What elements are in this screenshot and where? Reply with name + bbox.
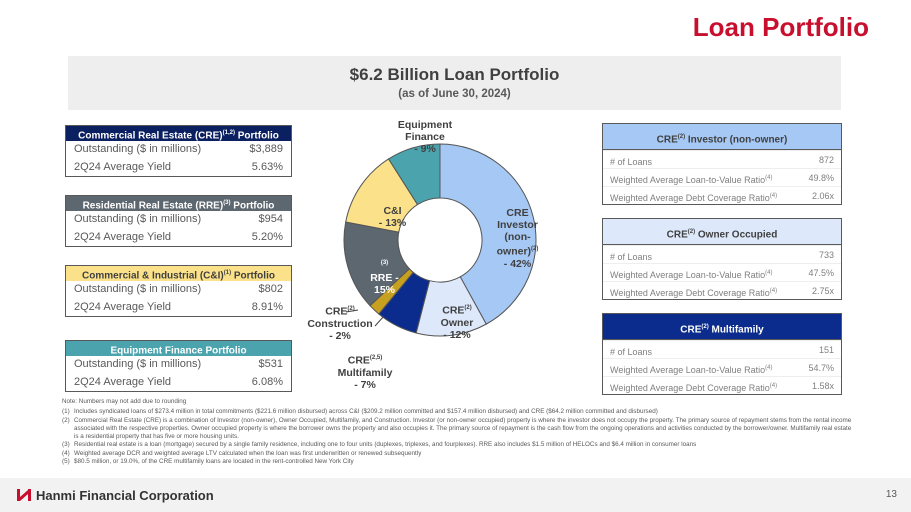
table-row: Weighted Average Debt Coverage Ratio(4) 2… — [603, 281, 841, 299]
table-header: CRE(2) Owner Occupied — [603, 219, 841, 245]
table-row: Outstanding ($ in millions) $802 — [74, 283, 283, 295]
table-row: Weighted Average Loan-to-Value Ratio(4) 5… — [603, 358, 841, 376]
cre-stats-table: CRE(2) Owner Occupied # of Loans 733 Weight… — [602, 218, 842, 300]
table-row: 2Q24 Average Yield 6.08% — [74, 375, 283, 388]
label-rre: (3) RRE -15% — [370, 260, 399, 296]
table-row: 2Q24 Average Yield 5.20% — [74, 230, 283, 243]
table-row: # of Loans 872 — [603, 150, 841, 168]
table-row: Outstanding ($ in millions) $531 — [74, 358, 283, 370]
portfolio-table: Equipment Finance Portfolio Outstanding (… — [65, 340, 292, 392]
label-equipment-finance: Equipment Finance - 9% — [397, 119, 453, 155]
table-header: Residential Real Estate (RRE)(3) Portfol… — [66, 196, 291, 211]
table-row: Outstanding ($ in millions) $954 — [74, 213, 283, 225]
banner-subtitle: (as of June 30, 2024) — [398, 88, 511, 100]
table-row: Weighted Average Loan-to-Value Ratio(4) 4… — [603, 168, 841, 186]
banner: $6.2 Billion Loan Portfolio (as of June … — [68, 56, 841, 110]
cre-stats-table: CRE(2) Investor (non-owner) # of Loans 872… — [602, 123, 842, 205]
label-cre-construction: CRE(2) Construction - 2% — [307, 305, 373, 342]
leader-line — [345, 309, 359, 313]
cre-stats-table: CRE(2) Multifamily # of Loans 151 Weighted … — [602, 313, 842, 395]
hanmi-logo-icon — [17, 489, 31, 501]
footnote: (4) Weighted average DCR and weighted ave… — [62, 449, 422, 457]
page-number: 13 — [885, 489, 897, 500]
leader-line — [374, 315, 385, 327]
table-row: # of Loans 733 — [603, 245, 841, 263]
table-header: CRE(2) Investor (non-owner) — [603, 124, 841, 150]
portfolio-table: Commercial & Industrial (C&I)(1) Portfol… — [65, 265, 292, 317]
company-logo: Hanmi Financial Corporation — [16, 487, 214, 503]
table-row: 2Q24 Average Yield 8.91% — [74, 300, 283, 313]
table-row: 2Q24 Average Yield 5.63% — [74, 160, 283, 173]
portfolio-table: Residential Real Estate (RRE)(3) Portfol… — [65, 195, 292, 247]
slice-cre-investor — [439, 143, 537, 325]
label-ci: C&I - 13% — [378, 205, 407, 229]
label-cre-investor: CRE Investor (non- owner)(2) - 42% — [496, 207, 539, 270]
donut-chart — [343, 143, 537, 337]
footnotes: Note: Numbers may not add due to roundin… — [62, 398, 852, 466]
footer: Hanmi Financial Corporation 13 — [0, 478, 911, 512]
table-row: # of Loans 151 — [603, 340, 841, 358]
footnote: (1) Includes syndicated loans of $273.4 m… — [62, 408, 658, 416]
footnote: (3) Residential real estate is a loan (mo… — [62, 441, 697, 449]
slice-equipment-finance — [387, 143, 441, 206]
footnote: (2) Commercial Real Estate (CRE) is a com… — [62, 416, 852, 441]
label-cre-multifamily: CRE(2,5) Multifamily - 7% — [337, 354, 393, 391]
table-row: Weighted Average Debt Coverage Ratio(4) 1… — [603, 376, 841, 394]
table-header: Commercial & Industrial (C&I)(1) Portfol… — [66, 266, 291, 281]
banner-title: $6.2 Billion Loan Portfolio — [349, 65, 560, 84]
note: Note: Numbers may not add due to roundin… — [62, 398, 187, 405]
table-header: Equipment Finance Portfolio — [66, 341, 291, 356]
label-cre-owner: CRE(2) Owner - 12% — [440, 304, 474, 341]
portfolio-table: Commercial Real Estate (CRE)(1,2) Portfo… — [65, 125, 292, 177]
table-row: Weighted Average Loan-to-Value Ratio(4) 4… — [603, 263, 841, 281]
table-header: CRE(2) Multifamily — [603, 314, 841, 340]
table-row: Outstanding ($ in millions) $3,889 — [74, 143, 283, 155]
table-row: Weighted Average Debt Coverage Ratio(4) 2… — [603, 186, 841, 204]
table-header: Commercial Real Estate (CRE)(1,2) Portfo… — [66, 126, 291, 141]
footnote: (5) $80.5 million, or 19.0%, of the CRE m… — [62, 458, 354, 466]
page-title: Loan Portfolio — [692, 12, 869, 42]
